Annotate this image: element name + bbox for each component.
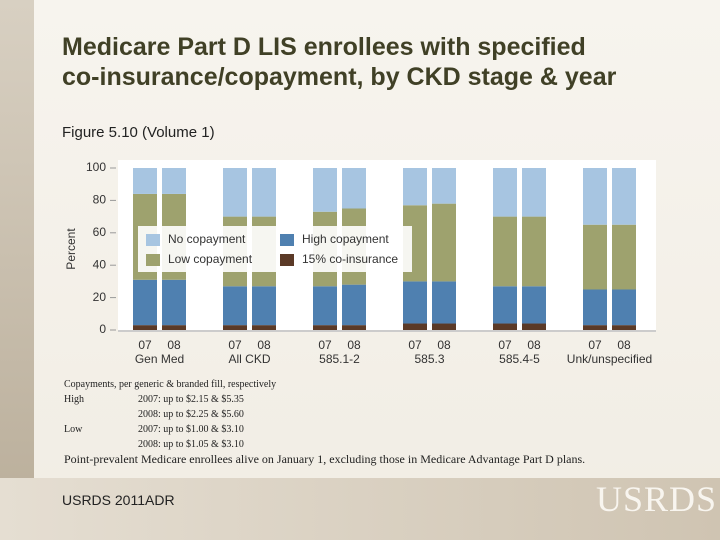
- bar-segment: [223, 286, 247, 326]
- x-tick-label: 07: [138, 338, 152, 352]
- legend-label: High copayment: [302, 232, 389, 246]
- bar-segment: [133, 279, 157, 326]
- bar-segment: [252, 286, 276, 326]
- y-tick-label: 60: [93, 225, 107, 239]
- bar-segment: [252, 168, 276, 217]
- chart-title: Medicare Part D LIS enrollees with speci…: [62, 33, 617, 91]
- y-tick-label: 40: [93, 257, 107, 271]
- notes-label: [64, 437, 138, 452]
- bar-segment: [612, 224, 636, 290]
- notes-row: 2008: up to $2.25 & $5.60: [64, 407, 276, 422]
- bar-segment: [403, 168, 427, 206]
- notes-line: 2008: up to $1.05 & $3.10: [138, 439, 244, 450]
- bar-segment: [162, 168, 186, 194]
- notes-line: 2007: up to $2.15 & $5.35: [138, 394, 244, 405]
- bar-segment: [583, 289, 607, 326]
- chart-subtitle: Figure 5.10 (Volume 1): [62, 124, 215, 141]
- legend-swatch: [146, 254, 160, 266]
- notes-label: [64, 407, 138, 422]
- group-label: 585.1-2: [319, 352, 360, 366]
- notes-label: Low: [64, 424, 83, 435]
- y-tick-label: 20: [93, 290, 107, 304]
- x-tick-label: 08: [347, 338, 361, 352]
- bar-segment: [583, 325, 607, 330]
- bar-segment: [162, 325, 186, 330]
- legend-label: 15% co-insurance: [302, 252, 398, 266]
- bar-segment: [313, 325, 337, 330]
- bar-segment: [133, 325, 157, 330]
- x-tick-label: 07: [498, 338, 512, 352]
- bar-segment: [313, 286, 337, 326]
- x-tick-label: 08: [437, 338, 451, 352]
- bar-segment: [432, 323, 456, 330]
- legend-swatch: [280, 234, 294, 246]
- source: USRDS 2011ADR: [62, 492, 175, 508]
- bar-segment: [432, 168, 456, 204]
- x-tick-label: 07: [588, 338, 602, 352]
- x-tick-label: 08: [617, 338, 631, 352]
- bar-segment: [583, 224, 607, 290]
- notes-label: High: [64, 394, 84, 405]
- group-label: Unk/unspecified: [567, 352, 652, 366]
- logo: USRDS: [596, 479, 718, 519]
- bar-segment: [493, 216, 517, 287]
- x-tick-label: 08: [527, 338, 541, 352]
- legend-box: [138, 226, 412, 272]
- legend-label: No copayment: [168, 232, 246, 246]
- y-tick-label: 80: [93, 193, 107, 207]
- notes-line: 2007: up to $1.00 & $3.10: [138, 424, 244, 435]
- notes-line: 2008: up to $2.25 & $5.60: [138, 409, 244, 420]
- x-tick-label: 08: [167, 338, 181, 352]
- bar-segment: [522, 286, 546, 324]
- notes: Copayments, per generic & branded fill, …: [64, 377, 276, 452]
- group-label: 585.3: [414, 352, 444, 366]
- y-axis-label: Percent: [64, 228, 78, 270]
- bar-segment: [612, 168, 636, 225]
- bar-segment: [432, 281, 456, 324]
- bar-segment: [403, 323, 427, 330]
- bar-segment: [612, 325, 636, 330]
- legend-swatch: [280, 254, 294, 266]
- bar-segment: [313, 168, 337, 212]
- legend-swatch: [146, 234, 160, 246]
- notes-row: 2008: up to $1.05 & $3.10: [64, 437, 276, 452]
- notes-row: High 2007: up to $2.15 & $5.35: [64, 392, 276, 407]
- bar-segment: [493, 323, 517, 330]
- legend-label: Low copayment: [168, 252, 253, 266]
- bar-segment: [612, 289, 636, 326]
- bar-segment: [342, 325, 366, 330]
- bar-segment: [252, 325, 276, 330]
- decoration: [0, 0, 34, 540]
- bar-segment: [223, 325, 247, 330]
- group-label: 585.4-5: [499, 352, 540, 366]
- bar-segment: [432, 203, 456, 282]
- bar-segment: [522, 168, 546, 217]
- bar-segment: [162, 279, 186, 326]
- footer-band: [0, 478, 720, 540]
- bar-segment: [522, 216, 546, 287]
- y-tick-label: 0: [99, 322, 106, 336]
- bar-segment: [342, 284, 366, 326]
- notes-row: Low 2007: up to $1.00 & $3.10: [64, 422, 276, 437]
- x-tick-label: 07: [318, 338, 332, 352]
- x-tick-label: 07: [228, 338, 242, 352]
- footnote: Point-prevalent Medicare enrollees alive…: [64, 452, 586, 466]
- x-tick-label: 07: [408, 338, 422, 352]
- group-label: Gen Med: [135, 352, 184, 366]
- bar-segment: [522, 323, 546, 330]
- group-label: All CKD: [228, 352, 270, 366]
- bar-segment: [342, 168, 366, 209]
- y-tick-label: 100: [86, 160, 106, 174]
- x-tick-label: 08: [257, 338, 271, 352]
- bar-segment: [223, 168, 247, 217]
- bar-segment: [493, 168, 517, 217]
- bar-segment: [493, 286, 517, 324]
- bar-segment: [403, 281, 427, 324]
- bar-segment: [583, 168, 607, 225]
- chart: Percent 0 20 40 60 80 100 07 08 07 08 07 08 07 08 07 08…: [64, 160, 656, 366]
- notes-heading: Copayments, per generic & branded fill, …: [64, 379, 277, 390]
- bar-segment: [133, 168, 157, 194]
